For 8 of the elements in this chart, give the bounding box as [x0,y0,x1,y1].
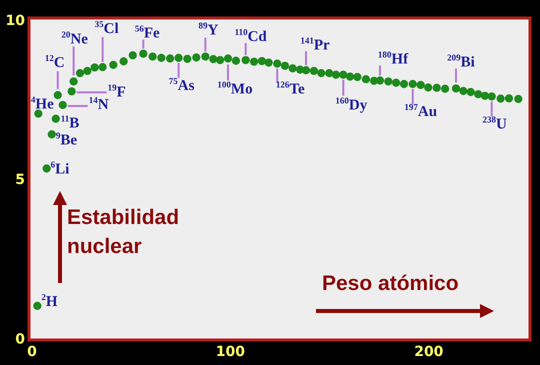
x-axis-title: Peso atómico [322,271,459,297]
y-tick-label: 0 [15,332,26,348]
y-tick-label: 5 [15,172,25,188]
x-tick-label: 100 [216,344,246,360]
x-tick-label: 0 [27,344,38,360]
x-tick-label: 200 [414,344,444,360]
y-axis-title: Estabilidad nuclear [67,205,180,260]
y-tick-label: 10 [6,12,26,29]
